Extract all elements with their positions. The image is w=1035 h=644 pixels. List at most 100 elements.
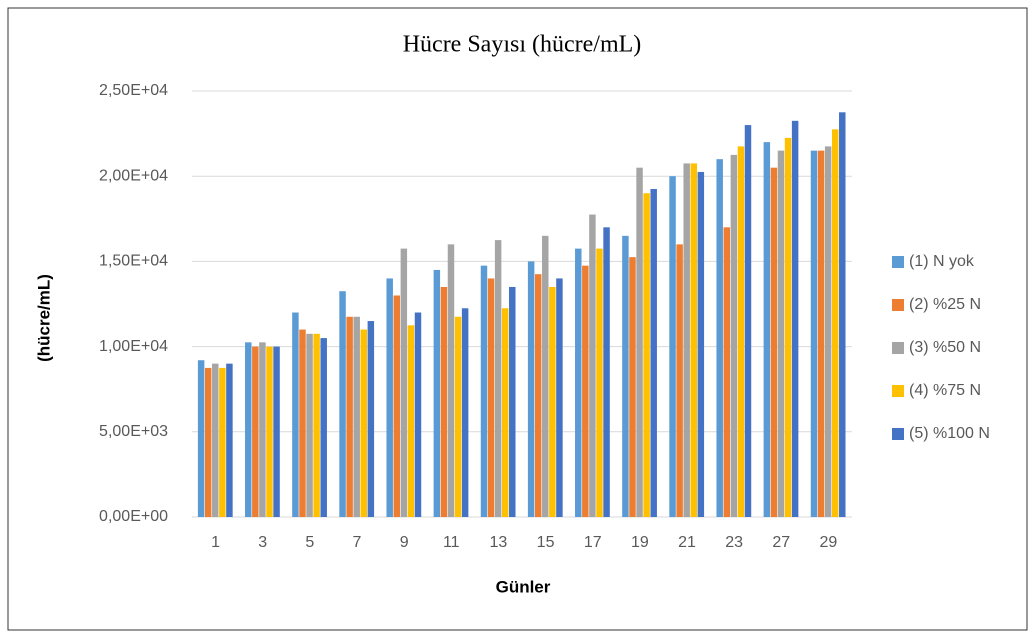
- y-tick-label: 0,00E+00: [99, 508, 168, 525]
- bar: [212, 363, 219, 517]
- x-tick-label: 5: [305, 534, 314, 551]
- x-tick-label: 3: [258, 534, 267, 551]
- bar: [697, 171, 705, 517]
- bar: [817, 150, 825, 517]
- bar: [777, 150, 785, 517]
- legend-swatch: [892, 385, 904, 397]
- y-tick-label: 1,50E+04: [99, 253, 168, 270]
- bar: [824, 146, 832, 517]
- bar: [400, 248, 408, 517]
- bar: [582, 265, 589, 517]
- bar: [367, 321, 375, 517]
- bar: [266, 346, 273, 517]
- legend-swatch: [892, 342, 904, 354]
- x-axis-label: Günler: [496, 577, 551, 596]
- bar: [690, 163, 698, 518]
- bar: [650, 188, 657, 518]
- bar: [737, 146, 745, 517]
- bar: [292, 312, 299, 517]
- bar: [810, 150, 818, 517]
- legend-label: (5) %100 N: [909, 425, 990, 442]
- bar: [527, 261, 535, 517]
- bar: [549, 286, 556, 517]
- bar: [219, 367, 226, 517]
- bar: [360, 329, 368, 517]
- bar: [447, 244, 455, 518]
- bar: [454, 316, 462, 517]
- bar: [393, 295, 401, 517]
- y-tick-label: 2,00E+04: [99, 167, 168, 184]
- bar: [744, 125, 752, 517]
- bar: [636, 167, 643, 517]
- bar: [480, 265, 488, 517]
- bar: [306, 333, 313, 517]
- bar: [433, 269, 441, 517]
- bar: [596, 248, 603, 517]
- bar: [669, 176, 676, 517]
- x-tick-label: 9: [400, 534, 409, 551]
- legend-label: (4) %75 N: [909, 382, 981, 399]
- bar: [494, 240, 502, 517]
- x-tick-label: 21: [678, 534, 696, 551]
- bar: [683, 163, 690, 518]
- legend-swatch: [892, 256, 904, 268]
- chart-title: Hücre Sayısı (hücre/mL): [403, 32, 642, 58]
- bar: [407, 325, 415, 517]
- bar: [791, 120, 799, 517]
- bar: [622, 235, 629, 517]
- x-tick-label: 19: [631, 534, 649, 551]
- bar: [313, 333, 320, 517]
- bar: [299, 329, 306, 517]
- bar: [643, 193, 650, 518]
- legend-label: (2) %25 N: [909, 296, 981, 313]
- bar: [339, 291, 346, 517]
- bar: [589, 214, 596, 518]
- bar: [414, 312, 422, 517]
- bar: [763, 142, 771, 517]
- bar: [716, 159, 723, 517]
- bar: [440, 286, 448, 517]
- bar: [353, 316, 360, 517]
- bar: [226, 363, 233, 517]
- legend-swatch: [892, 299, 904, 311]
- bar: [730, 154, 738, 517]
- bar: [676, 244, 683, 518]
- bar: [386, 278, 393, 517]
- bar: [461, 308, 469, 517]
- x-tick-label: 27: [772, 534, 790, 551]
- bar: [629, 257, 636, 517]
- bar: [723, 227, 731, 517]
- bar: [509, 286, 516, 517]
- bar: [346, 316, 353, 517]
- bar: [252, 346, 259, 517]
- x-tick-label: 1: [211, 534, 220, 551]
- bar: [204, 367, 212, 517]
- bar: [784, 137, 792, 518]
- bar: [556, 278, 563, 517]
- bar: [534, 274, 542, 517]
- bar: [839, 112, 846, 518]
- x-tick-label: 23: [725, 534, 743, 551]
- bar: [542, 235, 549, 517]
- bar: [273, 346, 280, 517]
- bar: [197, 360, 205, 517]
- legend-label: (1) N yok: [909, 253, 975, 270]
- legend-label: (3) %50 N: [909, 339, 981, 356]
- y-axis-label: (hücre/mL): [34, 274, 53, 362]
- bar: [501, 308, 509, 517]
- bar: [259, 342, 266, 517]
- x-tick-label: 15: [537, 534, 555, 551]
- y-tick-label: 5,00E+03: [99, 423, 168, 440]
- bar: [831, 129, 839, 517]
- x-tick-label: 7: [353, 534, 362, 551]
- y-tick-label: 2,50E+04: [99, 82, 168, 99]
- chart-border: [7, 7, 1028, 631]
- y-tick-label: 1,00E+04: [99, 338, 168, 355]
- x-tick-label: 17: [584, 534, 602, 551]
- bar: [770, 167, 778, 517]
- bar: [487, 278, 495, 517]
- bar: [245, 342, 252, 517]
- x-tick-label: 13: [490, 534, 508, 551]
- bar: [575, 248, 582, 517]
